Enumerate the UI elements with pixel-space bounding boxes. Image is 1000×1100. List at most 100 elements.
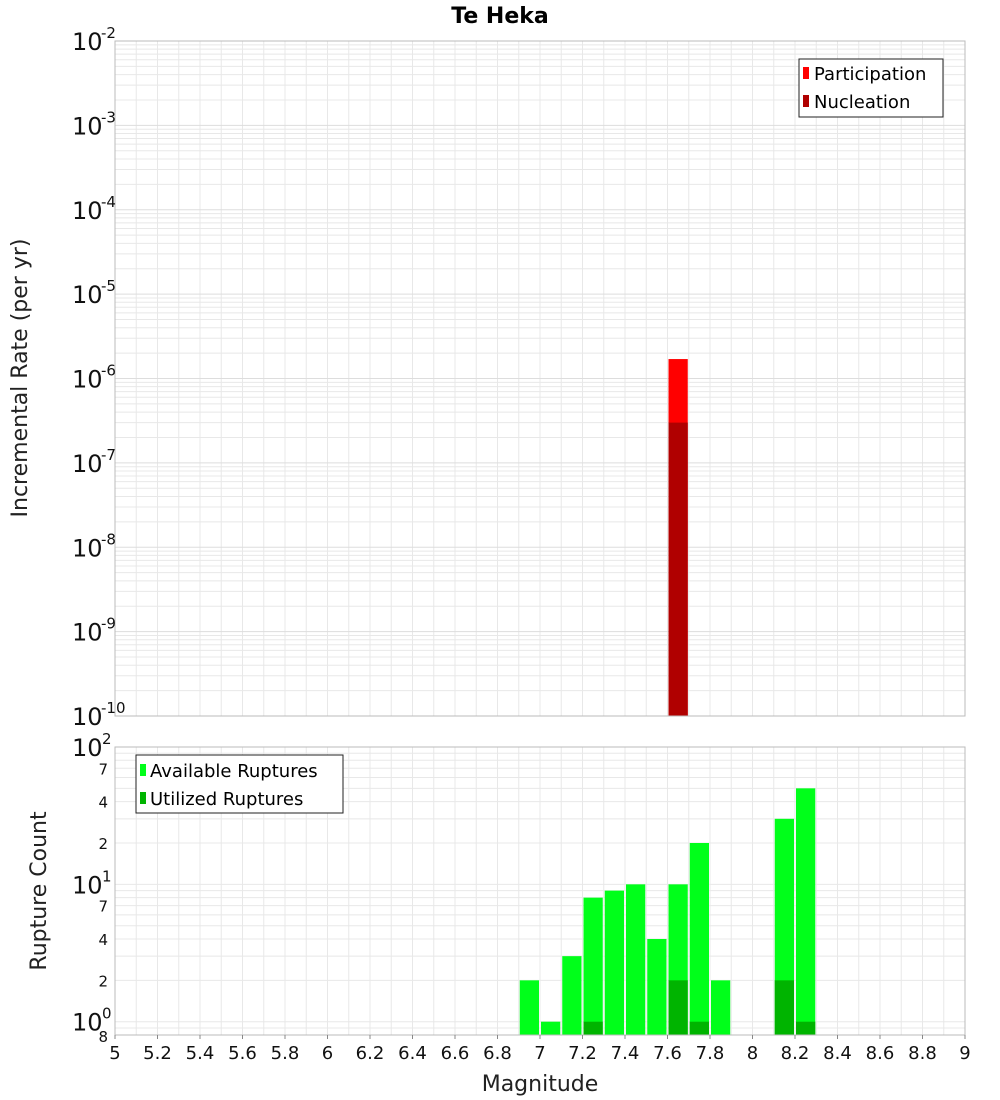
x-tick-label: 6.6 bbox=[441, 1043, 470, 1064]
participation-legend-swatch bbox=[803, 67, 809, 79]
count-legend: Available Ruptures Utilized Ruptures bbox=[135, 754, 344, 814]
available-ruptures-bar bbox=[647, 939, 667, 1035]
rate-y-tick-base: 10 bbox=[72, 28, 103, 56]
x-tick-label: 8.6 bbox=[866, 1043, 895, 1064]
count-y-minor-tick-label: 7 bbox=[98, 760, 108, 778]
utilized-ruptures-bar bbox=[583, 1021, 603, 1035]
utilized-ruptures-bar bbox=[796, 1021, 816, 1035]
available-ruptures-legend-swatch bbox=[140, 764, 146, 776]
rate-y-tick-base: 10 bbox=[72, 197, 103, 225]
nucleation-bar bbox=[668, 422, 688, 716]
rate-y-tick-exponent: -4 bbox=[101, 193, 116, 211]
nucleation-legend-swatch bbox=[803, 95, 809, 107]
rate-y-tick-base: 10 bbox=[72, 619, 103, 647]
count-y-minor-tick-label: 2 bbox=[98, 972, 108, 990]
rate-plot-frame bbox=[114, 40, 966, 717]
available-ruptures-bar bbox=[604, 890, 624, 1035]
rate-y-tick-label: 10-9 bbox=[72, 615, 116, 647]
available-ruptures-bar bbox=[583, 897, 603, 1035]
rate-y-tick-base: 10 bbox=[72, 112, 103, 140]
rate-y-tick-label: 10-10 bbox=[72, 699, 126, 731]
participation-legend-label: Participation bbox=[814, 64, 926, 85]
available-ruptures-bar bbox=[796, 788, 816, 1035]
utilized-ruptures-bar bbox=[774, 980, 794, 1035]
available-ruptures-bar bbox=[626, 884, 646, 1035]
rate-y-tick-base: 10 bbox=[72, 281, 103, 309]
x-tick-label: 7 bbox=[534, 1043, 545, 1064]
rate-y-tick-base: 10 bbox=[72, 450, 103, 478]
count-y-minor-tick-label: 4 bbox=[98, 931, 108, 949]
utilized-ruptures-bar bbox=[668, 980, 688, 1035]
rate-y-ticks: 10-210-310-410-510-610-710-810-910-10 bbox=[72, 24, 126, 731]
available-ruptures-bar bbox=[541, 1021, 561, 1035]
x-tick-label: 6.4 bbox=[398, 1043, 427, 1064]
count-bars bbox=[519, 788, 816, 1035]
x-tick-label: 7.8 bbox=[696, 1043, 725, 1064]
rate-y-tick-exponent: -2 bbox=[101, 24, 116, 42]
count-y-tick-label: 10 0 bbox=[72, 1005, 112, 1037]
rate-y-tick-exponent: -10 bbox=[101, 699, 126, 717]
available-ruptures-bar bbox=[519, 980, 539, 1035]
x-tick-label: 5 bbox=[109, 1043, 120, 1064]
count-y-tick-exponent: 2 bbox=[102, 730, 112, 748]
x-tick-label: 8.2 bbox=[781, 1043, 810, 1064]
x-tick-label: 7.2 bbox=[568, 1043, 597, 1064]
x-tick-label: 5.8 bbox=[271, 1043, 300, 1064]
rate-y-tick-label: 10-7 bbox=[72, 446, 116, 478]
x-tick-label: 7.4 bbox=[611, 1043, 640, 1064]
count-y-minor-tick-label: 4 bbox=[98, 794, 108, 812]
available-ruptures-bar bbox=[689, 843, 709, 1035]
available-ruptures-bar bbox=[711, 980, 731, 1035]
x-axis-ticks: 5 5.2 5.4 5.6 5.8 6 6.2 6.4 6.6 6.8 7 7.2 7.4 7.6 7.8 8… bbox=[109, 1035, 971, 1064]
x-axis-label: Magnitude bbox=[482, 1072, 599, 1097]
count-y-tick-base: 10 bbox=[72, 1009, 103, 1037]
rate-y-tick-base: 10 bbox=[72, 703, 103, 731]
x-tick-label: 7.6 bbox=[653, 1043, 682, 1064]
x-tick-label: 6.8 bbox=[483, 1043, 512, 1064]
count-y-tick-exponent: 0 bbox=[102, 1005, 112, 1023]
count-legend-box bbox=[135, 754, 344, 814]
rate-y-tick-label: 10-2 bbox=[72, 24, 116, 56]
rate-y-tick-exponent: -5 bbox=[101, 277, 116, 295]
rate-y-tick-exponent: -6 bbox=[101, 362, 116, 380]
rate-bars bbox=[668, 359, 688, 716]
chart-title: Te Heka bbox=[451, 4, 548, 29]
rate-y-tick-base: 10 bbox=[72, 366, 103, 394]
count-y-tick-label: 10 2 bbox=[72, 730, 112, 762]
rate-y-tick-exponent: -3 bbox=[101, 108, 116, 126]
count-y-axis-label: Rupture Count bbox=[27, 811, 52, 971]
count-y-tick-base: 10 bbox=[72, 734, 103, 762]
rate-y-tick-base: 10 bbox=[72, 534, 103, 562]
rate-legend: Participation Nucleation bbox=[798, 58, 944, 118]
count-y-minor-tick-label: 2 bbox=[98, 835, 108, 853]
rate-gridlines bbox=[114, 41, 966, 717]
rate-legend-box bbox=[798, 58, 944, 118]
count-y-tick-exponent: 1 bbox=[102, 867, 112, 885]
available-ruptures-legend-label: Available Ruptures bbox=[150, 761, 318, 782]
utilized-ruptures-legend-label: Utilized Ruptures bbox=[150, 789, 303, 810]
rate-y-tick-label: 10-4 bbox=[72, 193, 116, 225]
rate-y-tick-label: 10-3 bbox=[72, 108, 116, 140]
count-y-minor-tick-label: 8 bbox=[98, 1028, 108, 1046]
x-tick-label: 5.2 bbox=[143, 1043, 172, 1064]
x-tick-label: 6.2 bbox=[356, 1043, 385, 1064]
rate-y-tick-label: 10-6 bbox=[72, 362, 116, 394]
x-tick-label: 6 bbox=[322, 1043, 333, 1064]
x-tick-label: 8.8 bbox=[908, 1043, 937, 1064]
x-tick-label: 8 bbox=[747, 1043, 758, 1064]
rate-panel: 10-210-310-410-510-610-710-810-910-10 In… bbox=[8, 24, 966, 731]
utilized-ruptures-bar bbox=[689, 1021, 709, 1035]
rate-y-tick-label: 10-5 bbox=[72, 277, 116, 309]
available-ruptures-bar bbox=[562, 956, 582, 1035]
count-y-minor-tick-label: 7 bbox=[98, 898, 108, 916]
rate-y-tick-label: 10-8 bbox=[72, 530, 116, 562]
rate-y-axis-label: Incremental Rate (per yr) bbox=[8, 239, 33, 518]
rate-y-tick-exponent: -8 bbox=[101, 530, 116, 548]
rate-y-tick-exponent: -9 bbox=[101, 615, 116, 633]
x-tick-label: 5.4 bbox=[186, 1043, 215, 1064]
count-y-tick-label: 10 1 bbox=[72, 867, 112, 899]
x-tick-label: 8.4 bbox=[823, 1043, 852, 1064]
